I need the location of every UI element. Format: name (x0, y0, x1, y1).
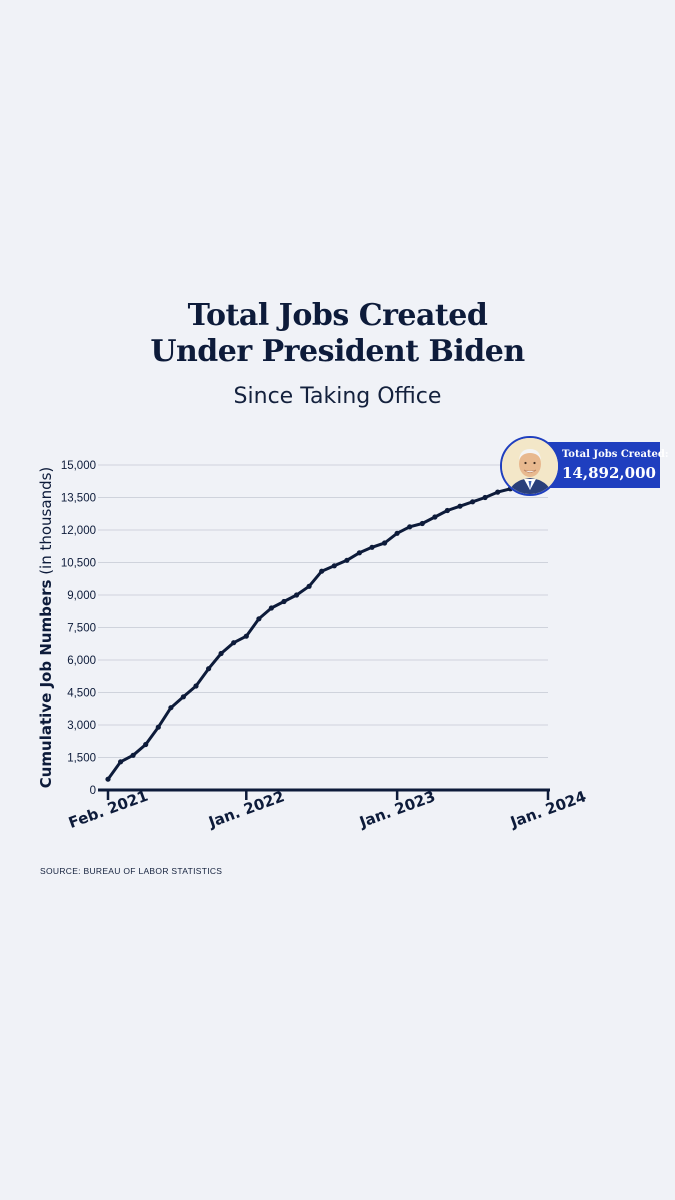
portrait-illustration (502, 438, 558, 494)
data-point (344, 557, 350, 563)
y-tick-label: 0 (90, 785, 96, 797)
data-point (394, 530, 400, 536)
data-point (243, 633, 249, 639)
series-group (105, 464, 551, 782)
callout-box: Total Jobs Created: 14,892,000 (547, 442, 669, 488)
callout-label: Total Jobs Created: (562, 449, 669, 460)
y-axis-title-group: Cumulative Job Numbers (in thousands) (37, 467, 55, 789)
data-point (457, 503, 463, 509)
data-point (118, 759, 124, 765)
x-axis-ticks: Feb. 2021 Jan. 2022 Jan. 2023 Jan. 2024 (66, 787, 588, 832)
data-point (193, 683, 199, 689)
data-point (407, 524, 413, 530)
data-point (180, 694, 186, 700)
title-block: Total Jobs Created Under President Biden… (0, 298, 675, 409)
y-tick-label: 12,000 (61, 525, 96, 537)
data-point (419, 520, 425, 527)
data-point (294, 592, 300, 598)
y-tick-label: 13,500 (61, 493, 96, 505)
data-point (482, 494, 488, 501)
data-point (356, 550, 362, 556)
data-point (281, 598, 287, 605)
data-point (231, 640, 237, 646)
total-jobs-callout: Total Jobs Created: 14,892,000 (500, 436, 669, 496)
page-subtitle: Since Taking Office (233, 384, 442, 409)
data-point (432, 514, 438, 520)
page-title-line-2: Under President Biden (150, 334, 525, 369)
y-tick-label: 9,000 (67, 590, 96, 602)
page-title-line-1: Total Jobs Created (187, 298, 488, 333)
series-line (106, 465, 550, 781)
data-point (369, 544, 375, 550)
source-note: SOURCE: BUREAU OF LABOR STATISTICS (40, 866, 223, 876)
data-point (495, 489, 501, 495)
data-point (130, 752, 136, 758)
data-point (105, 776, 111, 782)
portrait-avatar (500, 436, 560, 496)
callout-value: 14,892,000 (562, 464, 656, 482)
data-point (256, 616, 262, 622)
data-point (268, 605, 274, 611)
data-point (206, 666, 212, 672)
y-axis-title: Cumulative Job Numbers (in thousands) (37, 467, 55, 789)
y-axis-title-rest: (in thousands) (37, 467, 55, 580)
data-point (444, 507, 450, 514)
chart-gridlines (98, 464, 548, 758)
data-point (319, 568, 325, 574)
data-point (168, 705, 174, 711)
y-tick-label: 15,000 (61, 460, 96, 472)
y-tick-label: 7,500 (67, 623, 96, 635)
data-point (470, 499, 476, 505)
y-tick-label: 3,000 (67, 720, 96, 732)
y-axis-title-bold: Cumulative Job Numbers (37, 580, 55, 789)
y-axis-ticks: 0 1,500 3,000 4,500 6,000 7,500 9,000 10,500 12,… (61, 460, 96, 797)
data-point (382, 540, 388, 546)
data-point (143, 741, 149, 748)
y-tick-label: 4,500 (67, 688, 96, 700)
data-point (331, 563, 337, 569)
data-point (306, 583, 312, 589)
data-point (218, 650, 224, 657)
y-tick-label: 10,500 (61, 558, 96, 570)
jobs-line-chart: 0 1,500 3,000 4,500 6,000 7,500 9,000 10,500 12,… (37, 460, 589, 832)
data-point (155, 724, 161, 730)
y-tick-label: 6,000 (67, 655, 96, 667)
y-tick-label: 1,500 (67, 753, 96, 765)
